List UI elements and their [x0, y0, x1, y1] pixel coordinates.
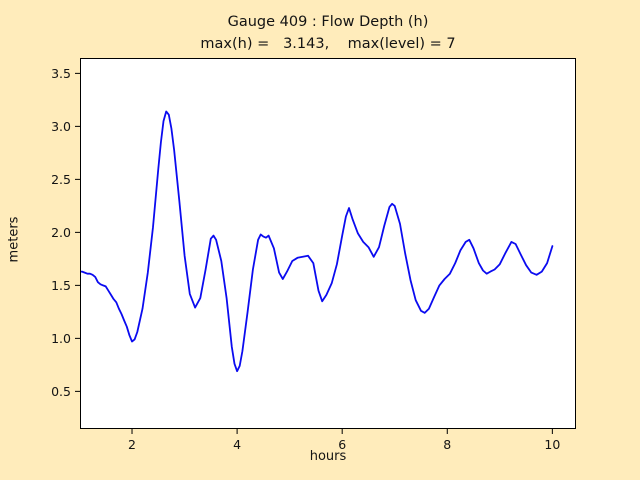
y-axis-label: meters [6, 216, 22, 263]
axes-frame [80, 58, 576, 429]
x-tick-label: 6 [338, 437, 346, 452]
y-tick-label: 2.0 [51, 225, 71, 240]
y-tick-label: 0.5 [51, 384, 71, 399]
y-tick-label: 3.0 [51, 119, 71, 134]
x-axis-label: hours [309, 449, 347, 464]
y-tick-label: 3.5 [51, 66, 71, 81]
flow-depth-line [80, 110, 554, 373]
x-tick-label: 10 [544, 437, 560, 452]
y-tick-label: 1.5 [51, 278, 71, 293]
chart-subtitle: max(h) = 3.143, max(level) = 7 [200, 36, 456, 52]
x-tick-label: 2 [128, 437, 136, 452]
plot-area [80, 58, 576, 429]
x-tick-label: 4 [233, 437, 241, 452]
y-tick-label: 1.0 [51, 331, 71, 346]
chart-title: Gauge 409 : Flow Depth (h) [227, 14, 429, 30]
y-tick-label: 2.5 [51, 172, 71, 187]
x-tick-label: 8 [443, 437, 451, 452]
